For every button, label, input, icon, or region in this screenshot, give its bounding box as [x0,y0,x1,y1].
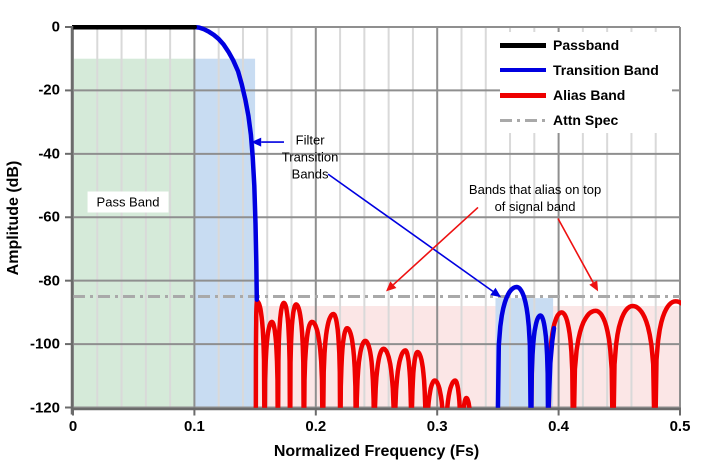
transition-band-region-1 [194,58,256,408]
legend-item-passband: Passband [500,34,672,56]
x-tick-label: 0.2 [305,417,327,435]
y-tick-label: -20 [38,81,60,99]
annotation-arrowhead [589,280,599,292]
alias-bands-note: Bands that alias on top of signal band [469,181,601,215]
legend-item-attn-spec: Attn Spec [500,109,672,131]
legend-label: Passband [553,37,620,53]
legend-item-transition-band: Transition Band [500,59,672,81]
attn-spec-line-swatch [500,118,546,122]
annotation-arrow-line [327,173,494,293]
annotation-arrow-line [557,218,594,284]
filter-note-line: Transition [281,149,339,165]
transition-band-flank [546,325,557,409]
legend: Passband Transition Band Alias Band Attn… [500,32,672,133]
annotation-arrowhead [490,287,502,298]
x-tick-label: 0.3 [426,417,448,435]
filter-note-line: Bands [291,166,329,182]
y-tick-label: -100 [29,335,60,353]
x-tick-label: 0.1 [183,417,205,435]
alias-band-lobes-2 [546,299,681,409]
transition-band-lobes [495,284,551,409]
y-tick-label: -60 [38,208,60,226]
filter-note-line: Filter [295,132,325,148]
annotation-arrow-line [392,206,479,286]
y-tick-label: -120 [29,399,60,416]
pass-band-region [73,58,195,408]
transition-band-line-swatch [500,68,546,72]
alias-band-line-swatch [500,92,546,98]
y-tick-label: 0 [51,18,60,36]
annotation-arrowhead [251,137,262,147]
x-axis-title: Normalized Frequency (Fs) [273,443,480,460]
legend-label: Attn Spec [553,112,619,128]
annotation-arrowhead [386,281,397,292]
legend-label: Alias Band [553,87,626,103]
y-axis-title: Amplitude (dB) [5,160,22,276]
legend-item-alias-band: Alias Band [500,84,672,106]
filter-transition-note: Filter Transition Bands [282,132,339,183]
x-tick-label: 0.5 [669,417,691,435]
transition-band-rolloff [192,25,260,302]
y-tick-label: -80 [38,272,60,290]
x-tick-label: 0.4 [548,417,570,435]
alias-band-lobes-1 [253,299,472,409]
y-tick-label: -40 [38,145,60,163]
x-tick-label: 0 [68,417,78,435]
alias-note-line: Bands that alias on top [468,181,602,197]
alias-note-line: of signal band [494,198,576,214]
pass-band-region-label: Pass Band [87,191,169,213]
legend-label: Transition Band [553,62,659,78]
passband-line-swatch [500,42,546,48]
